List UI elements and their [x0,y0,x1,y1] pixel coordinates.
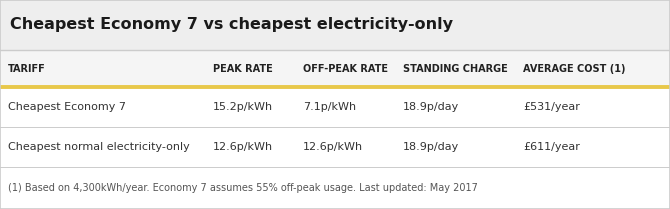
Text: PEAK RATE: PEAK RATE [213,64,273,74]
Text: (1) Based on 4,300kWh/year. Economy 7 assumes 55% off-peak usage. Last updated: : (1) Based on 4,300kWh/year. Economy 7 as… [8,183,478,193]
Text: TARIFF: TARIFF [8,64,46,74]
Text: STANDING CHARGE: STANDING CHARGE [403,64,508,74]
Bar [0,50,670,87]
Text: 18.9p/day: 18.9p/day [403,102,459,112]
Bar [0,0,670,50]
Text: £531/year: £531/year [523,102,580,112]
Bar [0,127,670,167]
Text: Cheapest normal electricity-only: Cheapest normal electricity-only [8,142,190,152]
Bar [0,87,670,127]
Text: 15.2p/kWh: 15.2p/kWh [213,102,273,112]
Text: 18.9p/day: 18.9p/day [403,142,459,152]
Text: OFF-PEAK RATE: OFF-PEAK RATE [303,64,388,74]
Text: £611/year: £611/year [523,142,580,152]
Text: AVERAGE COST (1): AVERAGE COST (1) [523,64,626,74]
Text: Cheapest Economy 7 vs cheapest electricity-only: Cheapest Economy 7 vs cheapest electrici… [10,18,453,33]
Text: 12.6p/kWh: 12.6p/kWh [213,142,273,152]
Text: 7.1p/kWh: 7.1p/kWh [303,102,356,112]
Text: Cheapest Economy 7: Cheapest Economy 7 [8,102,126,112]
Bar [0,167,670,209]
Text: 12.6p/kWh: 12.6p/kWh [303,142,363,152]
